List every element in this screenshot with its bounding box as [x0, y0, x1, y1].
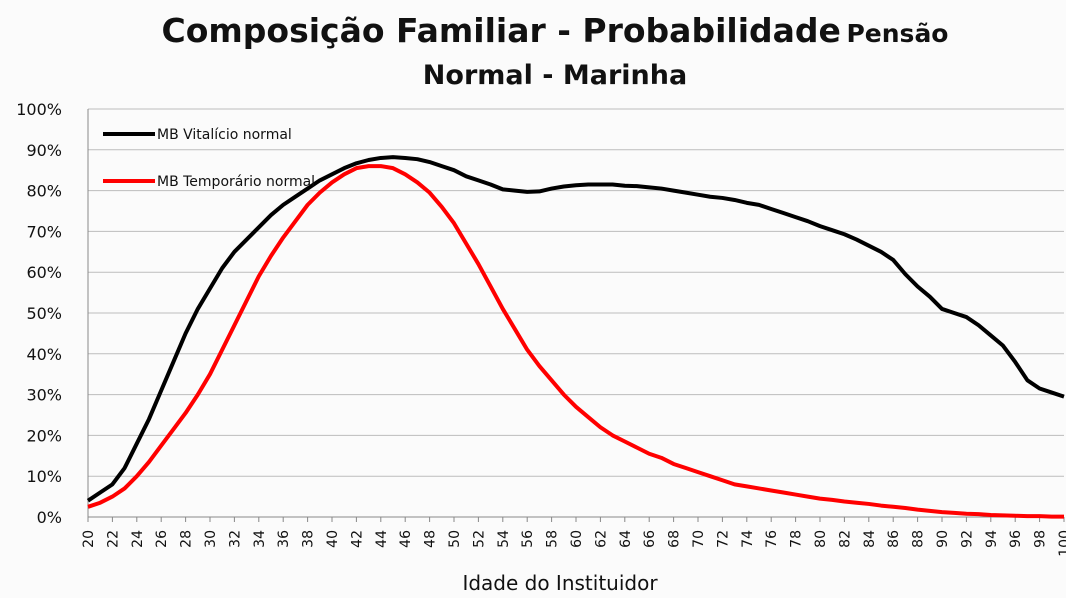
y-tick-label: 90% [26, 141, 62, 160]
title-main: Composição Familiar - Probabilidade [162, 11, 841, 50]
x-tick-label: 54 [496, 530, 512, 548]
x-tick-label: 58 [545, 530, 561, 548]
y-tick-label: 70% [26, 222, 62, 241]
x-tick-label: 42 [349, 530, 365, 548]
series-line [86, 155, 1065, 503]
legend-label: MB Vitalício normal [157, 127, 292, 143]
x-tick-label: 44 [374, 530, 390, 548]
x-tick-label: 48 [423, 530, 439, 548]
x-tick-label: 64 [618, 530, 634, 548]
x-tick-label: 82 [837, 530, 853, 548]
y-tick-label: 0% [37, 508, 62, 527]
title-suffix: Pensão [846, 19, 948, 48]
x-tick-label: 84 [862, 530, 878, 548]
x-tick-label: 34 [252, 530, 268, 548]
x-tick-label: 74 [740, 530, 756, 548]
y-tick-label: 40% [26, 345, 62, 364]
x-tick-label: 32 [227, 530, 243, 548]
x-tick-label: 26 [154, 530, 170, 548]
x-tick-label: 94 [984, 530, 1000, 548]
x-tick-label: 66 [642, 530, 658, 548]
y-tick-label: 60% [26, 263, 62, 282]
x-tick-label: 30 [203, 530, 219, 548]
x-tick-label: 100 [1057, 530, 1066, 557]
x-tick-label: 80 [813, 530, 829, 548]
x-tick-label: 50 [447, 530, 463, 548]
x-tick-label: 78 [789, 530, 805, 548]
x-tick-label: 98 [1033, 530, 1049, 548]
x-tick-label: 24 [130, 530, 146, 548]
x-tick-label: 68 [667, 530, 683, 548]
x-tick-label: 36 [276, 530, 292, 548]
x-tick-label: 76 [764, 530, 780, 548]
chart-subtitle: Normal - Marinha [423, 60, 687, 91]
x-tick-label: 40 [325, 530, 341, 548]
x-tick-label: 88 [911, 530, 927, 548]
x-tick-label: 70 [691, 530, 707, 548]
y-tick-label: 30% [26, 386, 62, 405]
x-tick-label: 28 [179, 530, 195, 548]
x-tick-label: 72 [715, 530, 731, 548]
x-tick-label: 56 [520, 530, 536, 548]
x-axis-label: Idade do Instituidor [462, 571, 658, 595]
y-tick-label: 50% [26, 304, 62, 323]
x-tick-label: 60 [569, 530, 585, 548]
series-line [87, 164, 1064, 519]
y-tick-label: 80% [26, 182, 62, 201]
x-tick-label: 92 [959, 530, 975, 548]
chart-title: Composição Familiar - Probabilidade Pens… [162, 11, 949, 50]
x-tick-label: 90 [935, 530, 951, 548]
y-tick-label: 100% [16, 100, 62, 119]
x-tick-label: 38 [301, 530, 317, 548]
y-tick-label: 20% [26, 426, 62, 445]
x-tick-label: 22 [105, 530, 121, 548]
legend-label: MB Temporário normal [157, 174, 315, 190]
x-tick-label: 52 [471, 530, 487, 548]
x-tick-label: 20 [81, 530, 97, 548]
x-tick-label: 86 [886, 530, 902, 548]
y-tick-label: 10% [26, 467, 62, 486]
x-tick-label: 62 [593, 530, 609, 548]
x-tick-label: 96 [1008, 530, 1024, 548]
x-tick-label: 46 [398, 530, 414, 548]
